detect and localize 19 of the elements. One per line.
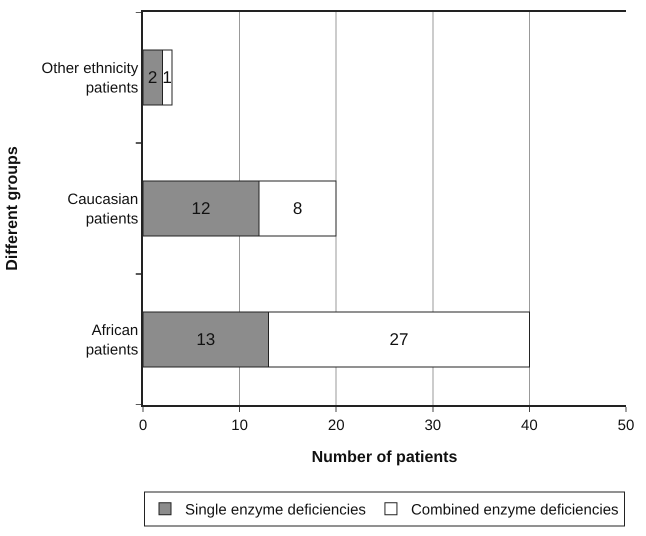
data-label: 8 bbox=[292, 199, 302, 218]
x-tick-label: 40 bbox=[521, 416, 538, 434]
legend-label: Single enzyme deficiencies bbox=[185, 502, 366, 519]
y-tick-label: Caucasian patients bbox=[67, 191, 138, 228]
x-tick-label: 20 bbox=[328, 416, 345, 434]
x-tick-label: 0 bbox=[138, 416, 148, 434]
y-axis-title: Different groups bbox=[4, 146, 21, 271]
data-label: 2 bbox=[148, 68, 158, 87]
data-label: 12 bbox=[192, 199, 210, 218]
x-tick-label: 50 bbox=[618, 416, 634, 434]
y-tick-label: Other ethnicity patients bbox=[42, 60, 139, 96]
data-label: 27 bbox=[390, 330, 408, 349]
y-tick-label: African patients bbox=[86, 322, 138, 358]
x-axis-title: Number of patients bbox=[312, 448, 458, 466]
legend-label: Combined enzyme deficiencies bbox=[410, 502, 619, 519]
data-label: 13 bbox=[196, 330, 216, 349]
x-tick-label: 30 bbox=[424, 416, 442, 434]
x-tick-label: 10 bbox=[231, 416, 248, 434]
data-label: 1 bbox=[162, 68, 172, 87]
